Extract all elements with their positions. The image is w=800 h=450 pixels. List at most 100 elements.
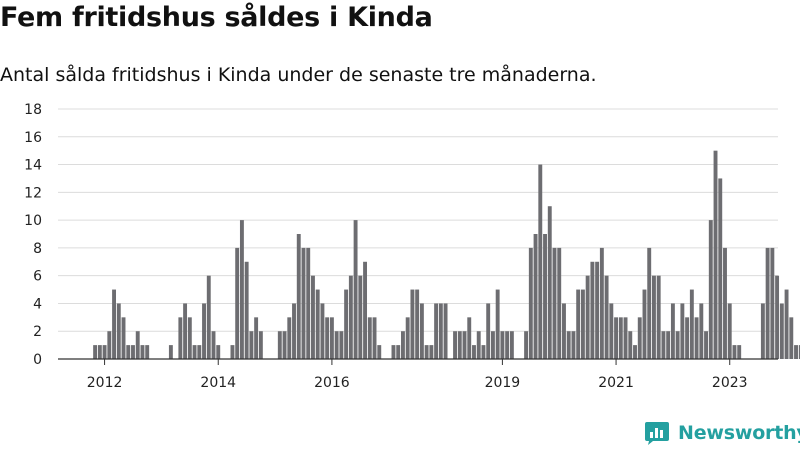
chart-subtitle: Antal sålda fritidshus i Kinda under de … [0, 64, 597, 86]
bar [415, 289, 420, 359]
bar [424, 345, 429, 359]
bar [192, 345, 197, 359]
bar [178, 317, 183, 359]
bar [363, 261, 368, 359]
bar [533, 234, 538, 359]
bar [770, 247, 775, 359]
y-tick-label: 8 [33, 241, 42, 257]
bar [121, 317, 126, 359]
bar [429, 345, 434, 359]
bar [311, 275, 315, 359]
bar [675, 331, 680, 359]
bar [694, 317, 699, 359]
bar [372, 317, 377, 359]
bar [320, 303, 325, 359]
y-tick-label: 0 [33, 352, 42, 368]
bar [614, 317, 619, 359]
bar [206, 275, 211, 359]
bar [102, 345, 107, 359]
bar [524, 331, 529, 359]
bar [107, 331, 112, 359]
bar [647, 247, 652, 359]
bar [699, 303, 704, 359]
bar [557, 247, 562, 359]
bar [609, 303, 614, 359]
bar [277, 331, 282, 359]
bar [258, 331, 263, 359]
bar [727, 303, 732, 359]
bar [765, 247, 770, 359]
bar [732, 345, 737, 359]
chart-title: Fem fritidshus såldes i Kinda [0, 2, 433, 33]
x-tick-label: 2021 [598, 375, 634, 391]
bar [230, 345, 235, 359]
bar [566, 331, 571, 359]
bar [315, 289, 320, 359]
bar [495, 289, 500, 359]
bar [145, 345, 150, 359]
bar [486, 303, 491, 359]
bar [576, 289, 581, 359]
y-tick-label: 10 [24, 213, 42, 229]
bar [689, 289, 694, 359]
bar [216, 345, 221, 359]
bar [353, 220, 358, 359]
bar [779, 303, 784, 359]
bar [197, 345, 202, 359]
bar [552, 247, 557, 359]
bar [329, 317, 334, 359]
y-tick-label: 6 [33, 269, 42, 285]
x-tick-label: 2023 [712, 375, 748, 391]
bar [628, 331, 633, 359]
bar [239, 220, 244, 359]
x-axis: 2012201420162019202120232025 [58, 358, 778, 391]
x-tick-label: 2014 [200, 375, 236, 391]
y-tick-label: 12 [24, 185, 42, 201]
y-tick-label: 14 [24, 158, 42, 174]
bar [571, 331, 576, 359]
bar [457, 331, 462, 359]
bar [116, 303, 121, 359]
bar [543, 234, 547, 359]
bar [704, 331, 708, 359]
newsworthy-logo-icon [645, 422, 669, 445]
bar [367, 317, 372, 359]
bar [344, 289, 349, 359]
bar [462, 331, 467, 359]
bar [93, 345, 98, 359]
bar [339, 331, 344, 359]
bar [211, 331, 216, 359]
bar [282, 331, 287, 359]
bar [718, 178, 723, 359]
bar [140, 345, 145, 359]
bar [599, 247, 604, 359]
bar [296, 234, 301, 359]
bar [334, 331, 339, 359]
bar [453, 331, 457, 359]
bar [580, 289, 585, 359]
bar [396, 345, 401, 359]
bar [405, 317, 410, 359]
bar [670, 303, 675, 359]
bar [562, 303, 566, 359]
bar [410, 289, 415, 359]
bar [306, 247, 311, 359]
bar [287, 317, 292, 359]
bar [666, 331, 671, 359]
bar [249, 331, 254, 359]
y-tick-label: 2 [33, 324, 42, 340]
bar [377, 345, 382, 359]
bar [794, 345, 798, 359]
bar [538, 164, 543, 359]
bar [633, 345, 637, 359]
bar [784, 289, 789, 359]
bar [585, 275, 590, 359]
bar [509, 331, 514, 359]
bar [183, 303, 188, 359]
bars [93, 150, 800, 359]
bar [737, 345, 742, 359]
bar [202, 303, 206, 359]
newsworthy-logo: Newsworthy [644, 420, 800, 446]
x-tick-label: 2016 [314, 375, 350, 391]
bar [713, 150, 718, 359]
